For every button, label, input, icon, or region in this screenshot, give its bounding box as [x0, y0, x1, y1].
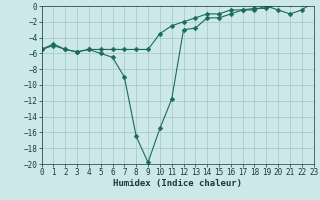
X-axis label: Humidex (Indice chaleur): Humidex (Indice chaleur)	[113, 179, 242, 188]
